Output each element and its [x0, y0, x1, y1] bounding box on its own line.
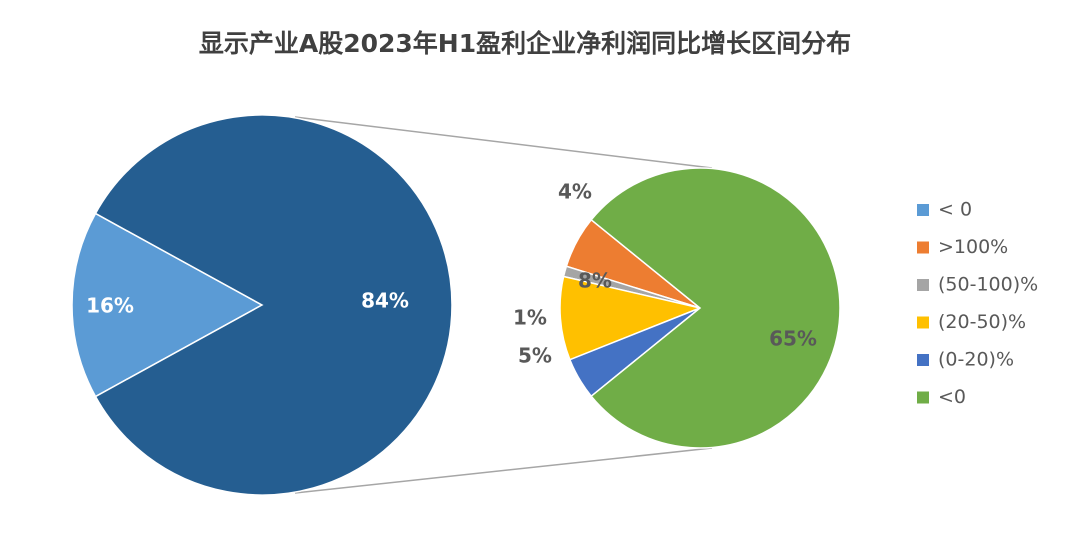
pie-slice: [71, 212, 264, 398]
legend-label: (50-100)%: [938, 274, 1038, 296]
data-label: 1%: [513, 306, 547, 330]
data-label: 84%: [361, 289, 409, 313]
data-label: 5%: [518, 344, 552, 368]
legend-swatch: [917, 204, 929, 216]
pie-slice: [590, 167, 841, 449]
data-label: 65%: [769, 327, 817, 351]
connector-line: [294, 447, 713, 494]
legend-swatch: [917, 279, 929, 291]
legend-label: >100%: [938, 236, 1008, 258]
legend-label: <0: [938, 386, 966, 408]
legend-label: (0-20)%: [938, 349, 1014, 371]
pie-slice: [559, 275, 703, 361]
data-label: 4%: [558, 180, 592, 204]
data-label: 8%: [578, 269, 612, 293]
legend-swatch: [917, 354, 929, 366]
legend-swatch: [917, 316, 929, 329]
legend-swatch: [917, 391, 929, 404]
data-label: 16%: [86, 294, 134, 318]
pie-slice: [94, 114, 453, 496]
connector-line: [294, 116, 713, 169]
legend-label: (20-50)%: [938, 311, 1026, 333]
legend-swatch: [917, 241, 929, 254]
chart-title: 显示产业A股2023年H1盈利企业净利润同比增长区间分布: [199, 29, 851, 58]
legend-label: < 0: [938, 199, 972, 221]
